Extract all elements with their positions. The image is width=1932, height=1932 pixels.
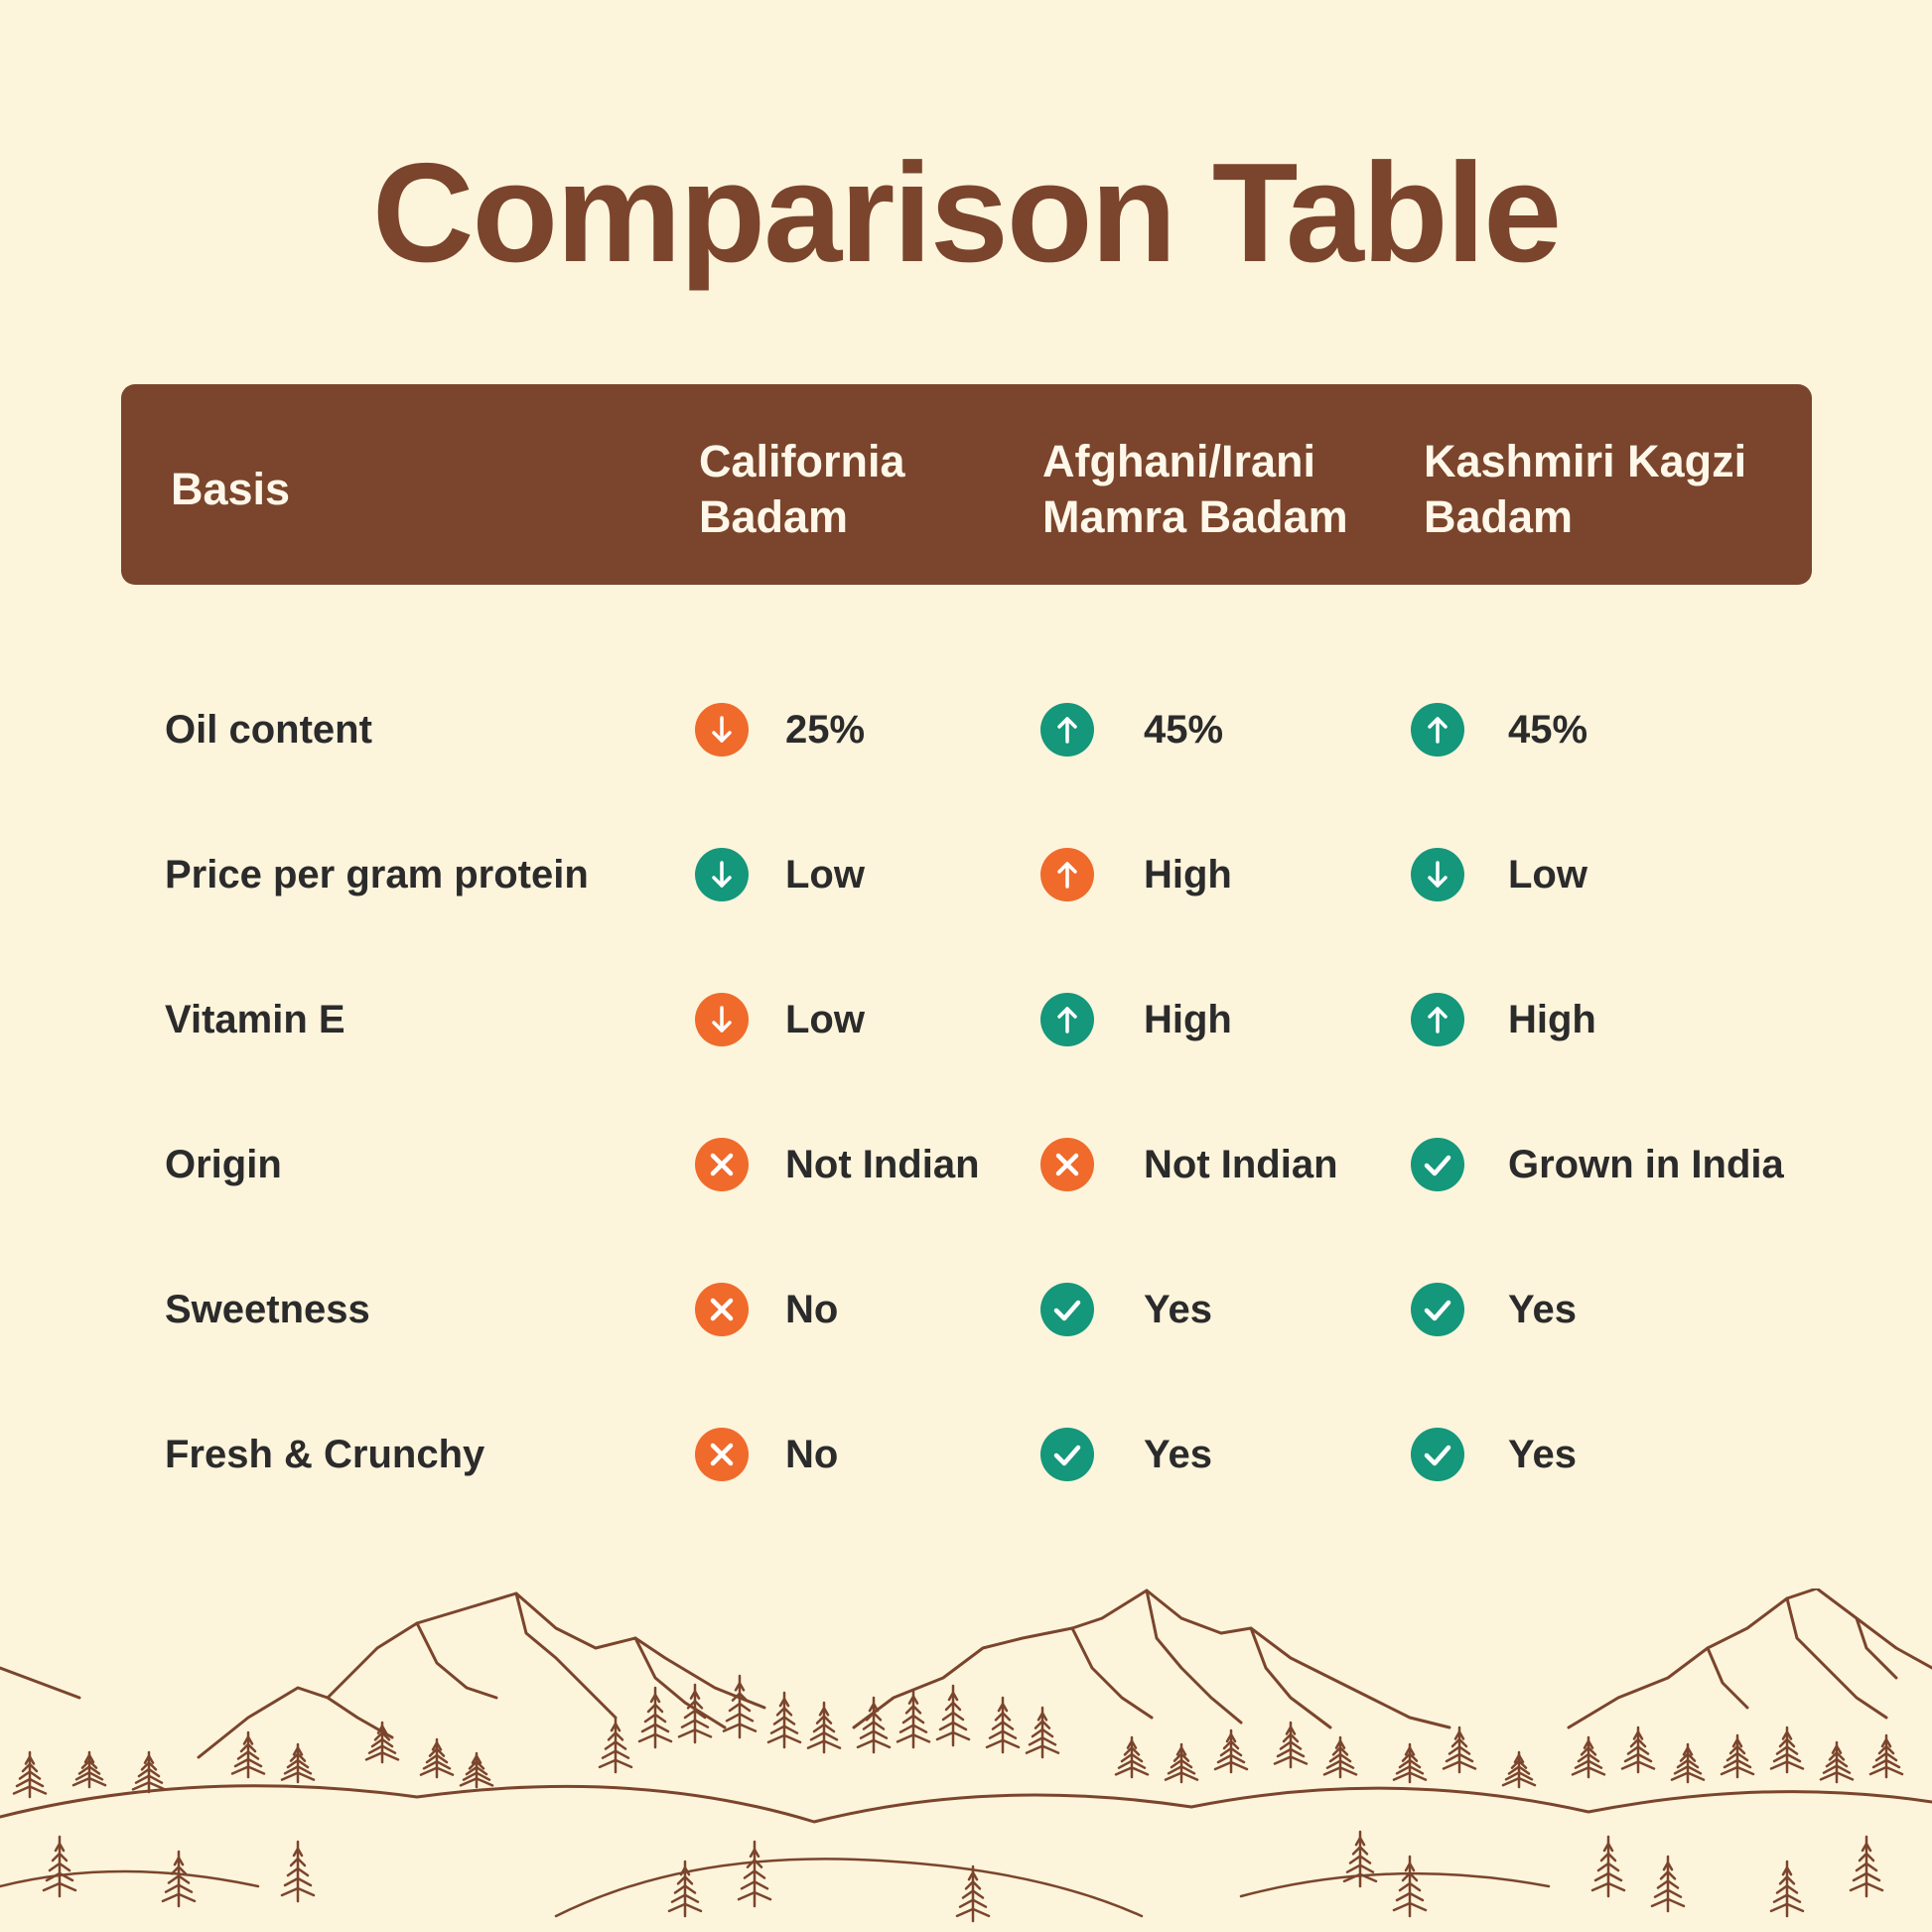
- cell-value: High: [1508, 997, 1596, 1041]
- cell-value: No: [785, 1432, 839, 1476]
- cell-value: Low: [785, 997, 865, 1041]
- table-row: Sweetness No Yes Yes: [0, 1260, 1932, 1359]
- check-icon: [1411, 1283, 1464, 1336]
- check-icon: [1040, 1283, 1094, 1336]
- row-basis-label: Sweetness: [165, 1287, 370, 1331]
- header-col-line2: Badam: [1424, 491, 1574, 542]
- cell-value: Not Indian: [1144, 1142, 1338, 1186]
- cross-icon: [695, 1138, 749, 1191]
- table-cell: [1411, 1260, 1464, 1359]
- arrow-up-icon: [1040, 703, 1094, 757]
- cell-value: 25%: [785, 707, 866, 752]
- table-row: Oil content 25% 45% 45%: [0, 680, 1932, 779]
- table-cell: [1411, 970, 1464, 1069]
- table-cell: [695, 1405, 749, 1504]
- cell-value: Yes: [1144, 1432, 1212, 1476]
- table-cell: [695, 680, 749, 779]
- cell-value: High: [1144, 997, 1232, 1041]
- table-header: Basis California Badam Afghani/Irani Mam…: [121, 384, 1812, 585]
- header-col-line1: California: [699, 436, 905, 486]
- header-basis: Basis: [171, 464, 291, 514]
- row-basis-label: Oil content: [165, 707, 372, 752]
- page-title: Comparison Table: [371, 134, 1562, 292]
- header-kashmiri-kagzi-badam: Kashmiri Kagzi Badam: [1424, 434, 1746, 545]
- table-cell: [1040, 1260, 1094, 1359]
- table-cell: [1040, 1405, 1094, 1504]
- cell-value: No: [785, 1287, 839, 1331]
- cell-value: Grown in India: [1508, 1142, 1784, 1186]
- table-row: Origin Not Indian Not Indian Grown in India: [0, 1115, 1932, 1214]
- row-basis-label: Fresh & Crunchy: [165, 1432, 485, 1476]
- check-icon: [1411, 1138, 1464, 1191]
- table-row: Price per gram protein Low High Low: [0, 825, 1932, 924]
- table-row: Fresh & Crunchy No Yes Yes: [0, 1405, 1932, 1504]
- row-basis-label: Vitamin E: [165, 997, 345, 1041]
- check-icon: [1411, 1428, 1464, 1481]
- header-afghani-irani-mamra-badam: Afghani/Irani Mamra Badam: [1042, 434, 1348, 545]
- cell-value: Yes: [1144, 1287, 1212, 1331]
- arrow-down-icon: [695, 993, 749, 1046]
- table-cell: [695, 825, 749, 924]
- table-row: Vitamin E Low High High: [0, 970, 1932, 1069]
- mountain-forest-illustration: [0, 1588, 1932, 1923]
- cell-value: Yes: [1508, 1432, 1577, 1476]
- table-cell: [1040, 825, 1094, 924]
- cross-icon: [695, 1283, 749, 1336]
- arrow-up-icon: [1040, 993, 1094, 1046]
- header-california-badam: California Badam: [699, 434, 905, 545]
- table-cell: [1040, 970, 1094, 1069]
- cell-value: Low: [785, 852, 865, 897]
- table-cell: [695, 1260, 749, 1359]
- table-cell: [1411, 825, 1464, 924]
- cross-icon: [1040, 1138, 1094, 1191]
- cell-value: 45%: [1508, 707, 1588, 752]
- cross-icon: [695, 1428, 749, 1481]
- row-basis-label: Price per gram protein: [165, 852, 589, 897]
- table-cell: [1040, 1115, 1094, 1214]
- row-basis-label: Origin: [165, 1142, 282, 1186]
- cell-value: High: [1144, 852, 1232, 897]
- cell-value: Low: [1508, 852, 1587, 897]
- table-cell: [1040, 680, 1094, 779]
- arrow-up-icon: [1411, 993, 1464, 1046]
- header-col-line1: Afghani/Irani: [1042, 436, 1316, 486]
- cell-value: Not Indian: [785, 1142, 980, 1186]
- arrow-down-icon: [1411, 848, 1464, 901]
- check-icon: [1040, 1428, 1094, 1481]
- arrow-down-icon: [695, 703, 749, 757]
- arrow-down-icon: [695, 848, 749, 901]
- table-cell: [1411, 680, 1464, 779]
- cell-value: 45%: [1144, 707, 1224, 752]
- cell-value: Yes: [1508, 1287, 1577, 1331]
- table-cell: [695, 970, 749, 1069]
- table-cell: [1411, 1405, 1464, 1504]
- header-col-line2: Badam: [699, 491, 849, 542]
- header-col-line1: Kashmiri Kagzi: [1424, 436, 1747, 486]
- table-cell: [695, 1115, 749, 1214]
- table-cell: [1411, 1115, 1464, 1214]
- header-col-line2: Mamra Badam: [1042, 491, 1348, 542]
- arrow-up-icon: [1411, 703, 1464, 757]
- arrow-up-icon: [1040, 848, 1094, 901]
